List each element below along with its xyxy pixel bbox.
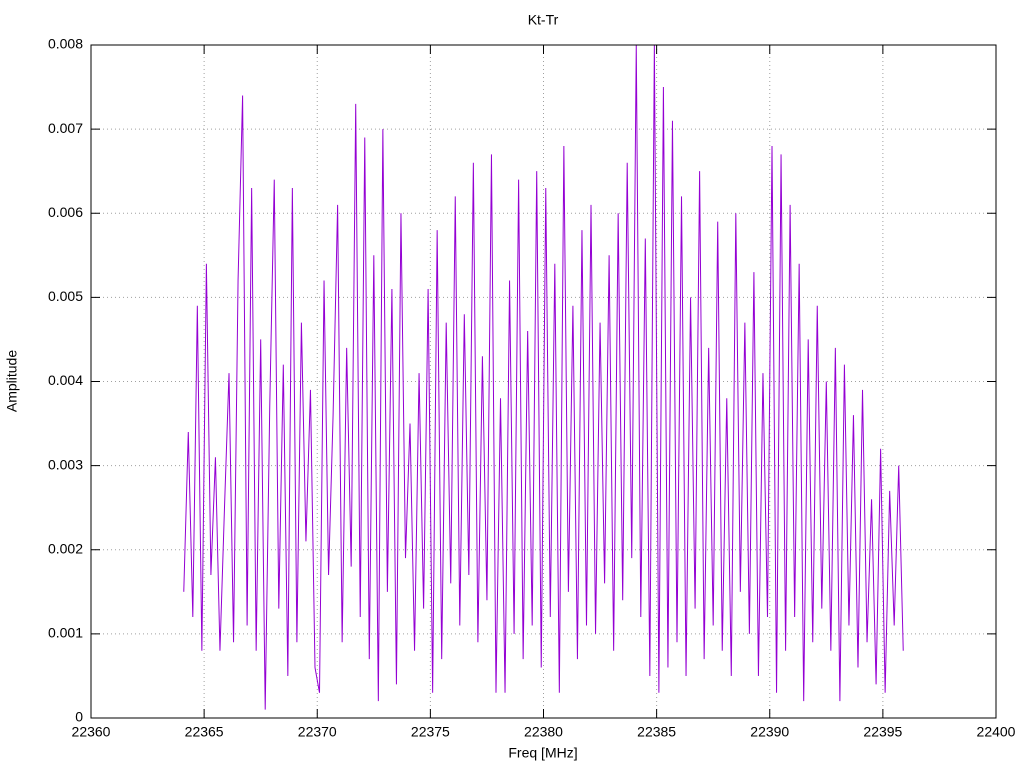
y-tick-label: 0 bbox=[75, 709, 83, 725]
y-tick-label: 0.007 bbox=[48, 120, 83, 136]
plot-border bbox=[90, 44, 997, 719]
y-axis-label: Amplitude bbox=[4, 350, 20, 412]
y-tick-label: 0.004 bbox=[48, 372, 83, 388]
x-tick-label: 22365 bbox=[185, 724, 224, 740]
x-tick-label: 22390 bbox=[750, 724, 789, 740]
y-tick-label: 0.005 bbox=[48, 288, 83, 304]
y-tick-label: 0.003 bbox=[48, 456, 83, 472]
x-tick-label: 22370 bbox=[298, 724, 337, 740]
y-tick-label: 0.002 bbox=[48, 540, 83, 556]
y-tick-label: 0.006 bbox=[48, 204, 83, 220]
y-tick-label: 0.001 bbox=[48, 625, 83, 641]
x-axis-label: Freq [MHz] bbox=[508, 745, 577, 761]
y-tick-label: 0.008 bbox=[48, 36, 83, 52]
x-tick-label: 22380 bbox=[524, 724, 563, 740]
x-tick-label: 22360 bbox=[72, 724, 111, 740]
x-tick-label: 22400 bbox=[977, 724, 1016, 740]
chart-title: Kt-Tr bbox=[528, 12, 559, 28]
x-tick-label: 22395 bbox=[863, 724, 902, 740]
x-tick-label: 22375 bbox=[411, 724, 450, 740]
x-tick-label: 22385 bbox=[637, 724, 676, 740]
data-line bbox=[183, 44, 904, 710]
